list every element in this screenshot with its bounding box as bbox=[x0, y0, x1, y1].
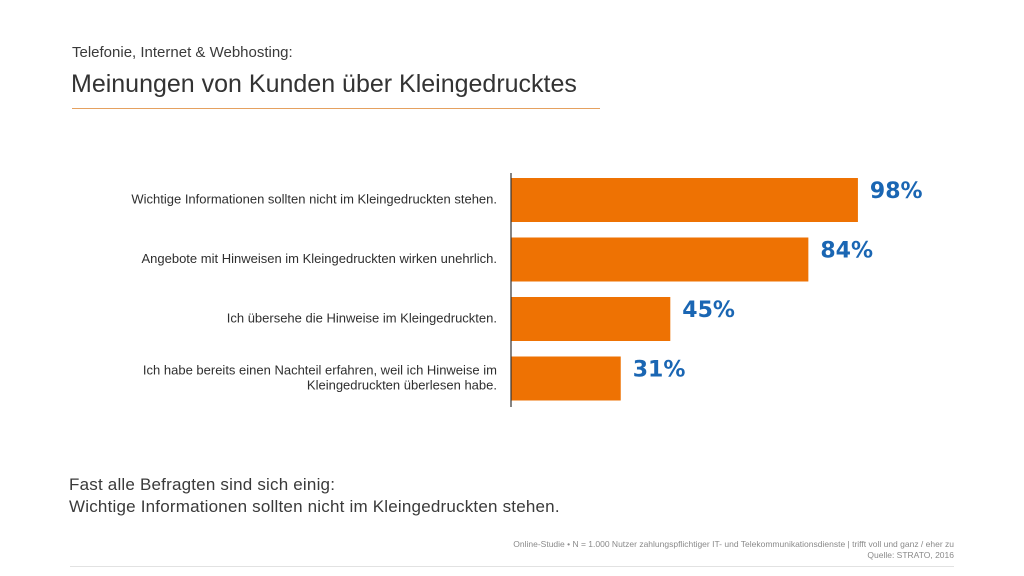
bar-3 bbox=[511, 297, 671, 341]
conclusion-text: Fast alle Befragten sind sich einig: Wic… bbox=[69, 474, 560, 518]
category-label-3: Ich übersehe die Hinweise im Kleingedruc… bbox=[227, 310, 497, 325]
footnote-study: Online-Studie • N = 1.000 Nutzer zahlung… bbox=[513, 539, 954, 549]
source-footnote: Online-Studie • N = 1.000 Nutzer zahlung… bbox=[513, 539, 954, 561]
bottom-divider bbox=[70, 566, 954, 567]
title-underline bbox=[72, 108, 600, 109]
footnote-source: Quelle: STRATO, 2016 bbox=[867, 550, 954, 560]
chart-title: Meinungen von Kunden über Kleingedruckte… bbox=[71, 70, 577, 98]
value-label-3: 45% bbox=[682, 298, 735, 323]
bar-2 bbox=[511, 237, 809, 282]
conclusion-line-1: Fast alle Befragten sind sich einig: bbox=[69, 475, 336, 494]
chart-subtitle: Telefonie, Internet & Webhosting: bbox=[72, 44, 293, 61]
value-label-2: 84% bbox=[820, 239, 873, 264]
category-label-1: Wichtige Informationen sollten nicht im … bbox=[131, 191, 497, 206]
value-label-1: 98% bbox=[870, 179, 923, 204]
conclusion-line-2: Wichtige Informationen sollten nicht im … bbox=[69, 497, 560, 516]
bar-4 bbox=[511, 356, 621, 401]
bar-chart: 98% Wichtige Informationen sollten nicht … bbox=[131, 173, 923, 407]
category-label-2: Angebote mit Hinweisen im Kleingedruckte… bbox=[141, 251, 497, 266]
value-label-4: 31% bbox=[633, 358, 686, 383]
category-label-4: Ich habe bereits einen Nachteil erfahren… bbox=[143, 362, 497, 377]
category-label-4: Kleingedruckten überlesen habe. bbox=[307, 377, 497, 392]
bar-1 bbox=[511, 178, 858, 222]
